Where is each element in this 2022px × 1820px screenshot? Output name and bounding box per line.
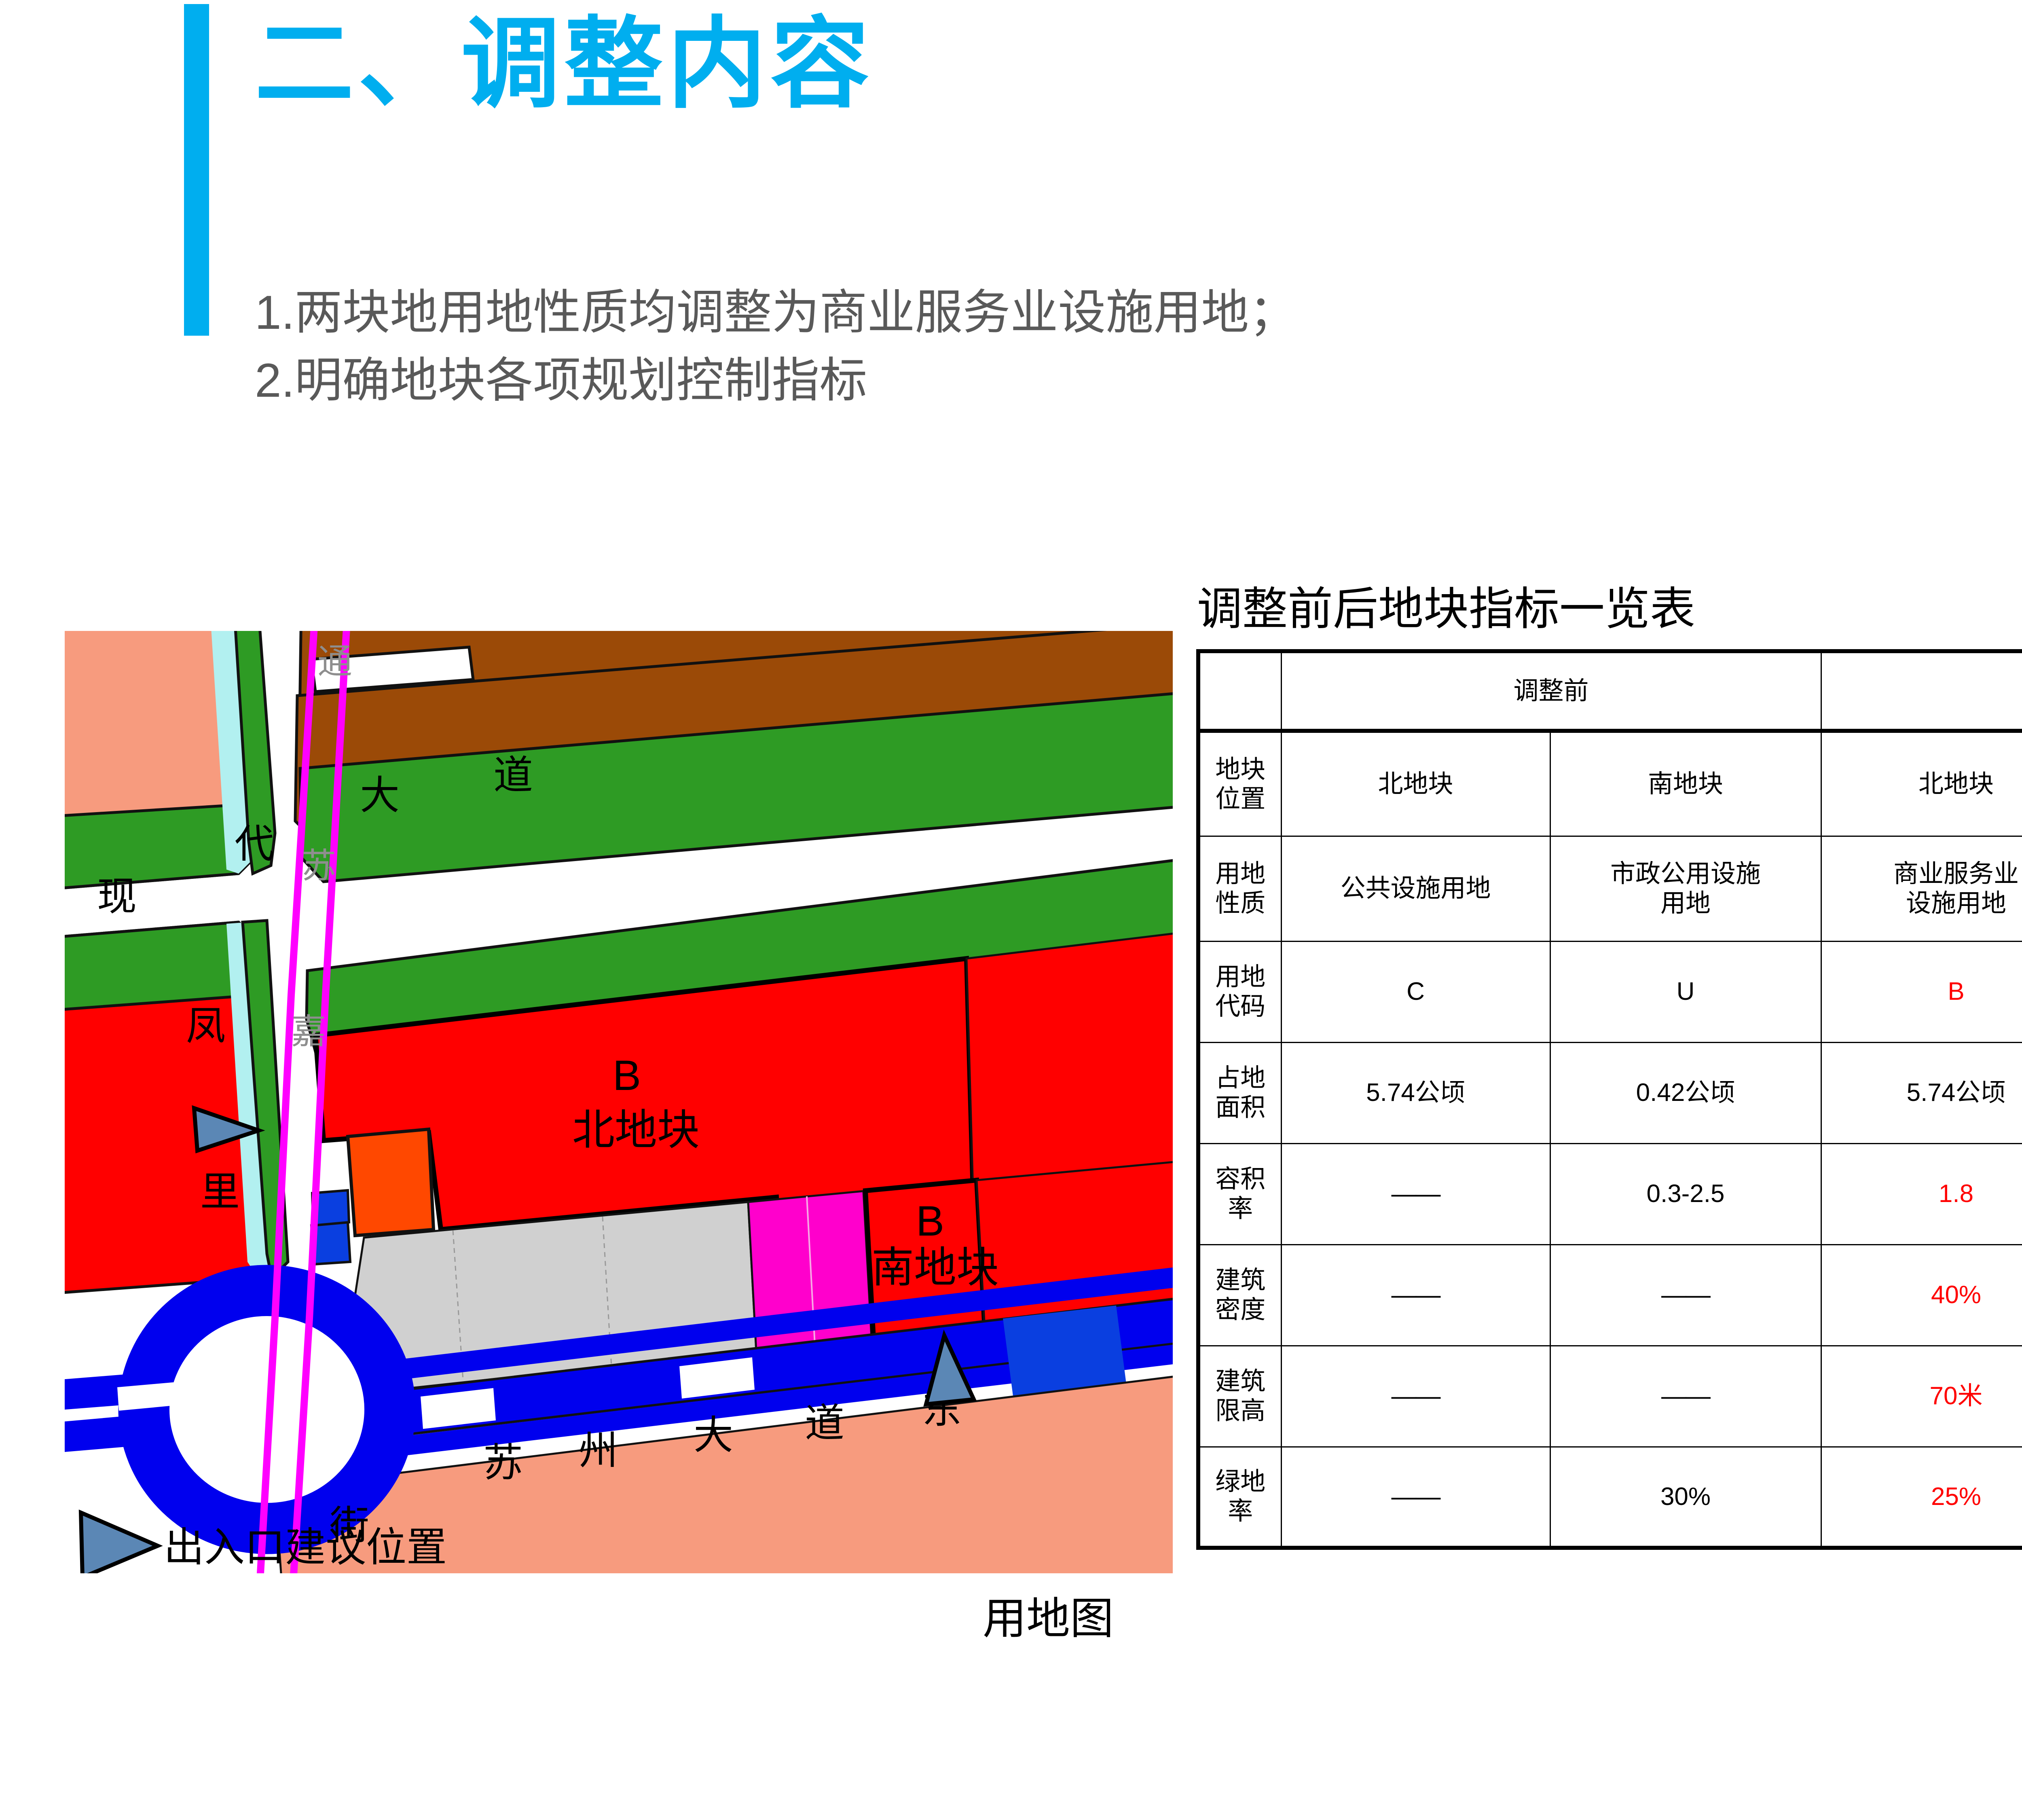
street-label-zhou: 州	[578, 1428, 618, 1473]
street-label-dai: 代	[235, 821, 274, 866]
cell-before-north: ——	[1280, 1244, 1551, 1346]
map-road-suzhou-avenue	[158, 1267, 1173, 1484]
street-label-su: 苏	[483, 1440, 523, 1485]
map-metro-labels: 通 苏 嘉	[291, 642, 352, 1051]
cell-after-north: 70米	[1820, 1345, 2022, 1448]
cell-after-north: B	[1820, 940, 2022, 1043]
row-label-land-area: 占地 面积	[1196, 1041, 1282, 1144]
street-label-li: 里	[200, 1169, 240, 1214]
cell-before-south: 0.3-2.5	[1549, 1143, 1822, 1245]
map-svg: 现 代 大 道 凤 里 街 苏 州 大 道 东 通 苏 嘉 B	[65, 631, 1173, 1573]
plot-label-north-name: 北地块	[572, 1107, 700, 1154]
map-block-southwest	[65, 919, 290, 1294]
metro-label-su: 苏	[301, 847, 336, 885]
row-label-height-limit: 建筑 限高	[1196, 1345, 1282, 1448]
plot-label-south-name: 南地块	[871, 1244, 999, 1291]
street-label-dao: 道	[493, 753, 533, 797]
bullet-item-1: 1.两块地用地性质均调整为商业服务业设施用地；	[255, 286, 1297, 339]
map-street-labels: 现 代 大 道 凤 里 街 苏 州 大 道 东	[97, 753, 962, 1547]
bullet-list: 1.两块地用地性质均调整为商业服务业设施用地； 2.明确地块各项规划控制指标	[255, 279, 1297, 415]
title-accent-bar	[184, 4, 209, 336]
cell-before-north: 北地块	[1280, 730, 1551, 837]
entrance-marker-west	[192, 1105, 265, 1153]
metro-label-tong: 通	[317, 642, 352, 681]
row-label-green-ratio: 绿地率	[1196, 1446, 1282, 1550]
map-entrance-markers	[192, 1105, 977, 1407]
cell-after-north: 北地块	[1820, 730, 2022, 837]
table-group-header-before: 调整前	[1280, 649, 1822, 733]
legend-label: 出入口建议位置	[164, 1525, 447, 1570]
cell-before-south: 市政公用设施 用地	[1549, 835, 1822, 942]
cell-after-north: 40%	[1820, 1244, 2022, 1346]
cell-before-south: 0.42公顷	[1549, 1041, 1822, 1144]
land-use-map[interactable]: 现 代 大 道 凤 里 街 苏 州 大 道 东 通 苏 嘉 B	[65, 631, 1173, 1573]
cell-after-north: 5.74公顷	[1820, 1041, 2022, 1144]
map-legend: 出入口建议位置	[78, 1509, 447, 1573]
map-caption: 用地图	[983, 1594, 1114, 1643]
row-label-plot-location: 地块 位置	[1196, 730, 1282, 837]
metro-label-jia: 嘉	[291, 1012, 326, 1051]
cell-before-north: ——	[1280, 1143, 1551, 1245]
cell-before-north: C	[1280, 940, 1551, 1043]
table-row: 绿地率 —— 30% 25% 20%	[1196, 1446, 2022, 1550]
street-label-feng: 凤	[186, 1003, 226, 1048]
plot-label-south-code: B	[916, 1198, 944, 1245]
cell-before-north: 5.74公顷	[1280, 1041, 1551, 1144]
map-block-north-industrial	[294, 631, 1173, 883]
row-label-land-code: 用地 代码	[1196, 940, 1282, 1043]
page-title: 二、调整内容	[255, 8, 874, 119]
table-group-header-after: 调整后	[1820, 649, 2022, 733]
row-label-land-nature: 用地 性质	[1196, 835, 1282, 942]
cell-before-south: 30%	[1549, 1446, 1822, 1550]
row-label-far: 容积率	[1196, 1143, 1282, 1245]
map-metro-line	[256, 631, 350, 1573]
table-title: 调整前后地块指标一览表	[1197, 584, 1695, 634]
street-label-dao2: 道	[805, 1401, 844, 1445]
map-block-southeast	[274, 1376, 1173, 1573]
plot-label-north-code: B	[613, 1052, 641, 1099]
cell-before-south: ——	[1549, 1244, 1822, 1346]
cell-before-south: 南地块	[1549, 730, 1822, 837]
cell-before-north: ——	[1280, 1345, 1551, 1448]
entrance-marker-south	[923, 1329, 977, 1407]
cell-before-north: ——	[1280, 1446, 1551, 1550]
cell-before-south: U	[1549, 940, 1822, 1043]
table-group-header-row: 调整前 调整后	[1196, 649, 2022, 733]
table-corner-cell	[1196, 649, 1282, 733]
street-label-xian: 现	[97, 874, 137, 918]
street-label-da: 大	[360, 773, 400, 817]
cell-before-north: 公共设施用地	[1280, 835, 1551, 942]
street-label-jie: 街	[330, 1503, 369, 1547]
bullet-item-2: 2.明确地块各项规划控制指标	[255, 353, 867, 407]
map-plot-labels: B 北地块 B 南地块	[572, 1052, 999, 1291]
cell-after-north: 25%	[1820, 1446, 2022, 1550]
map-block-orange	[310, 1127, 436, 1266]
table-row: 容积率 —— 0.3-2.5 1.8 1.8	[1196, 1143, 2022, 1245]
legend-triangle-marker	[78, 1509, 163, 1573]
map-block-northwest	[65, 631, 277, 889]
cell-before-south: ——	[1549, 1345, 1822, 1448]
cell-after-north: 1.8	[1820, 1143, 2022, 1245]
row-label-building-density: 建筑 密度	[1196, 1244, 1282, 1346]
street-label-da2: 大	[694, 1413, 733, 1457]
cell-after-north: 商业服务业 设施用地	[1820, 835, 2022, 942]
